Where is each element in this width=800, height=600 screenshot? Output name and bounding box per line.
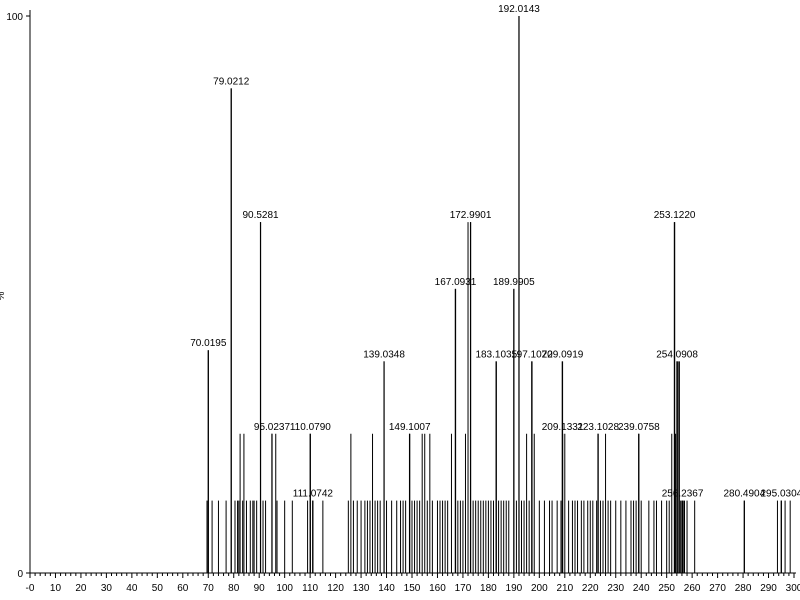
peak-label: 223.1028 (577, 422, 619, 433)
peak-label: 253.1220 (654, 210, 696, 221)
y-tick-label: 100 (6, 12, 23, 23)
peak-label: 167.0931 (435, 277, 477, 288)
x-tick-label: 260 (684, 583, 701, 594)
x-tick-label: 190 (506, 583, 523, 594)
x-tick-label: 20 (75, 583, 87, 594)
peak-label: 95.0237 (254, 422, 291, 433)
axes: 0 100 -0 10 20 30 40 50 60 70 80 90 100 110 120 130 140 1… (6, 10, 800, 594)
x-tick-label: 90 (254, 583, 266, 594)
x-tick-label: 70 (203, 583, 215, 594)
peak-label: 192.0143 (498, 4, 540, 15)
x-tick-label: 30 (101, 583, 113, 594)
x-tick-label: 250 (658, 583, 675, 594)
x-tick-label: 200 (531, 583, 548, 594)
x-tick-label: 80 (228, 583, 240, 594)
x-tick-label: 140 (378, 583, 395, 594)
x-tick-label: 290 (760, 583, 777, 594)
x-tick-label: 40 (126, 583, 138, 594)
x-tick-label: 50 (152, 583, 164, 594)
peak-label: 239.0758 (618, 422, 660, 433)
y-tick-label: 0 (17, 569, 23, 580)
x-tick-label: 220 (582, 583, 599, 594)
peak-labels: 70.0195 79.0212 90.5281 95.0237 110.0790 111.… (190, 4, 800, 573)
peak-label: 256.2367 (662, 489, 704, 500)
x-tick-label: 10 (50, 583, 62, 594)
peak-label: 295.0304 (760, 489, 800, 500)
peak-label: 139.0348 (363, 349, 405, 360)
x-tick-label: -0 (26, 583, 35, 594)
peak-label: 149.1007 (389, 422, 431, 433)
peak-label: 172.9901 (450, 210, 492, 221)
peak-label: 280.4904 (723, 489, 765, 500)
peak-label: 111.0742 (293, 489, 334, 500)
peak-label: 183.1035 (475, 349, 517, 360)
x-tick-label: 230 (607, 583, 624, 594)
x-tick-label: 170 (455, 583, 472, 594)
x-tick-label: 210 (556, 583, 573, 594)
x-tick-label: 110 (302, 583, 318, 594)
peak-label: 110.0790 (290, 422, 331, 433)
x-tick-label: 130 (353, 583, 370, 594)
peak-label: 90.5281 (242, 210, 279, 221)
y-axis-label: % (0, 291, 7, 300)
x-tick-label: 100 (276, 583, 293, 594)
x-tick-label: 280 (735, 583, 752, 594)
peak-label: 70.0195 (190, 338, 227, 349)
peak-label: 254.0908 (656, 349, 698, 360)
x-tick-label: 300 (786, 583, 800, 594)
x-tick-label: 270 (709, 583, 726, 594)
x-tick-label: 60 (177, 583, 189, 594)
peak-label: 197.1072 (511, 349, 553, 360)
x-tick-label: 150 (404, 583, 421, 594)
peak-label: 79.0212 (213, 76, 250, 87)
x-tick-label: 160 (429, 583, 446, 594)
peak-label: 209.0919 (542, 349, 584, 360)
x-tick-label: 120 (327, 583, 344, 594)
x-tick-label: 180 (480, 583, 497, 594)
peak-label: 209.1331 (542, 422, 584, 433)
x-tick-label: 240 (633, 583, 650, 594)
peak-label: 189.9905 (493, 277, 535, 288)
